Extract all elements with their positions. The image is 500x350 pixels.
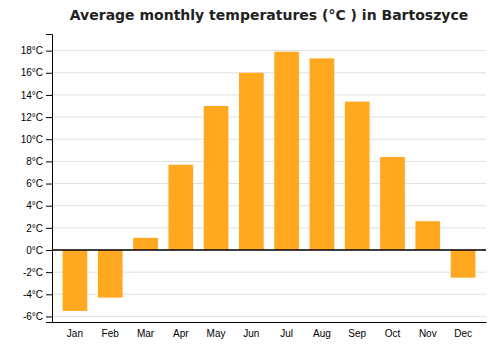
x-tick-label: May: [207, 328, 226, 339]
x-tick: Sep: [348, 328, 366, 339]
plot: -6°C -4°C -2°C 0°C 2°C 4°C 6°C 8°C 10°C 12°C 14°C 1…: [21, 35, 487, 340]
grid-line: [52, 250, 486, 251]
y-tick: 0°C: [26, 245, 52, 256]
x-tick: Apr: [173, 328, 189, 339]
y-tick-mark: [46, 316, 52, 317]
grid-line: [52, 139, 486, 140]
y-tick: -2°C: [23, 267, 52, 278]
title: Average monthly temperatures (°C ) in Ba…: [70, 7, 468, 23]
y-tick-mark: [46, 250, 52, 251]
y-tick-mark: [46, 272, 52, 273]
y-tick-mark: [46, 117, 52, 118]
x-tick-label: Sep: [348, 328, 366, 339]
bar: [380, 157, 405, 250]
bar: [98, 250, 123, 298]
grid-line: [52, 72, 486, 73]
x-tick: Dec: [454, 328, 472, 339]
grid-line: [52, 316, 486, 317]
x-axis: Jan Feb Mar Apr May Jun Jul Aug Sep Oct Nov Dec: [53, 323, 487, 340]
x-tick-label: Mar: [137, 328, 155, 339]
y-tick-mark: [46, 184, 52, 185]
grid: [52, 51, 486, 317]
bar: [415, 221, 440, 250]
y-tick: 2°C: [26, 223, 52, 234]
bar: [274, 52, 299, 250]
x-tick-label: Jan: [67, 328, 83, 339]
x-tick-label: Jun: [243, 328, 259, 339]
y-tick-mark: [46, 294, 52, 295]
y-tick-label: 2°C: [26, 223, 43, 234]
x-tick: Mar: [137, 328, 155, 339]
y-tick: 16°C: [21, 67, 52, 78]
x-tick-label: Apr: [173, 328, 189, 339]
y-tick-label: 18°C: [21, 45, 43, 56]
y-tick: 14°C: [21, 90, 52, 101]
x-tick: May: [207, 328, 226, 339]
grid-line: [52, 205, 486, 206]
bar: [204, 106, 229, 250]
y-tick-mark: [46, 95, 52, 96]
grid-line: [52, 50, 486, 51]
zero-line: [52, 249, 486, 251]
y-tick: -4°C: [23, 289, 52, 300]
x-tick-label: Oct: [385, 328, 401, 339]
y-tick-label: 4°C: [26, 200, 43, 211]
bar: [133, 238, 158, 250]
x-tick-label: Feb: [102, 328, 120, 339]
y-tick: 4°C: [26, 200, 52, 211]
y-tick-mark: [46, 161, 52, 162]
y-tick-label: -4°C: [23, 289, 43, 300]
grid-line: [52, 94, 486, 95]
x-tick-label: Nov: [419, 328, 437, 339]
x-tick: Jul: [280, 328, 293, 339]
bar: [239, 73, 264, 250]
y-tick-label: 16°C: [21, 67, 43, 78]
y-tick-mark: [46, 228, 52, 229]
grid-line: [52, 183, 486, 184]
x-tick-label: Aug: [313, 328, 331, 339]
y-tick-mark: [46, 139, 52, 140]
grid-line: [52, 117, 486, 118]
x-tick: Aug: [313, 328, 331, 339]
x-axis-line: [53, 322, 487, 323]
x-tick: Jan: [67, 328, 83, 339]
bar: [168, 165, 193, 250]
y-tick: 12°C: [21, 112, 52, 123]
y-tick-label: -2°C: [23, 267, 43, 278]
y-tick: 6°C: [26, 178, 52, 189]
y-tick-label: 12°C: [21, 112, 43, 123]
y-tick: 8°C: [26, 156, 52, 167]
y-tick-mark: [46, 73, 52, 74]
grid-line: [52, 161, 486, 162]
x-tick-label: Dec: [454, 328, 472, 339]
y-axis: -6°C -4°C -2°C 0°C 2°C 4°C 6°C 8°C 10°C 12°C 14°C 1…: [21, 35, 53, 323]
y-tick-label: 6°C: [26, 178, 43, 189]
y-tick-label: 14°C: [21, 90, 43, 101]
chart: -6°C -4°C -2°C 0°C 2°C 4°C 6°C 8°C 10°C 12°C 14°C 1…: [0, 0, 500, 350]
x-tick: Nov: [419, 328, 437, 339]
bar: [345, 102, 370, 250]
x-tick: Oct: [385, 328, 401, 339]
y-tick: -6°C: [23, 311, 52, 322]
bar: [63, 250, 88, 311]
y-axis-line: [46, 35, 53, 323]
y-tick-label: 8°C: [26, 156, 43, 167]
y-tick-label: -6°C: [23, 311, 43, 322]
x-tick-label: Jul: [280, 328, 293, 339]
y-tick-label: 0°C: [26, 245, 43, 256]
y-tick-label: 10°C: [21, 134, 43, 145]
y-tick-mark: [46, 206, 52, 207]
bars: [52, 52, 486, 311]
x-tick: Jun: [243, 328, 259, 339]
y-tick: 10°C: [21, 134, 52, 145]
bar: [451, 250, 476, 278]
y-tick: 18°C: [21, 45, 52, 56]
y-tick-mark: [46, 51, 52, 52]
bar: [310, 58, 335, 250]
x-tick: Feb: [102, 328, 120, 339]
